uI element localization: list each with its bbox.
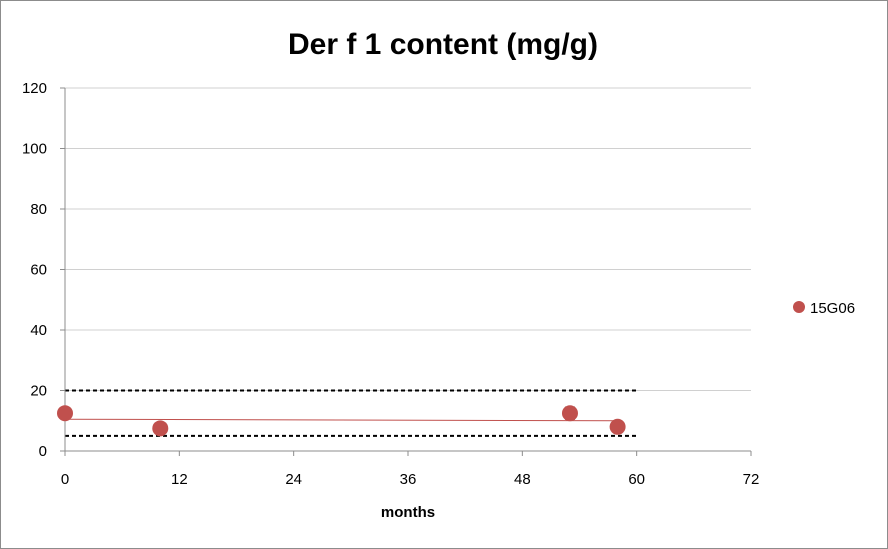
axes [60, 87, 752, 456]
y-tick-label-80: 80 [30, 201, 47, 218]
x-tick-label-24: 24 [285, 471, 302, 488]
x-axis-label: months [381, 504, 435, 521]
series-15G06 [57, 405, 626, 437]
legend-label: 15G06 [810, 300, 855, 317]
data-point-3 [609, 418, 626, 435]
y-tick-label-100: 100 [22, 141, 47, 158]
x-tick-label-72: 72 [743, 471, 760, 488]
reference-lines [65, 389, 637, 437]
x-tick-label-60: 60 [628, 471, 645, 488]
chart-title: Der f 1 content (mg/g) [288, 28, 598, 61]
x-tick-label-12: 12 [171, 471, 188, 488]
x-tick-label-48: 48 [514, 471, 531, 488]
y-tick-label-120: 120 [22, 80, 47, 97]
data-point-1 [152, 420, 169, 437]
gridlines [65, 87, 751, 391]
y-tick-label-0: 0 [39, 443, 47, 460]
y-tick-label-20: 20 [30, 383, 47, 400]
data-point-2 [561, 405, 578, 422]
x-tick-label-0: 0 [61, 471, 69, 488]
y-tick-label-40: 40 [30, 322, 47, 339]
trendline [64, 418, 618, 422]
tick-labels: 0 20 40 60 80 100 120 0 12 24 36 48 60 72 [22, 80, 759, 488]
y-tick-label-60: 60 [30, 262, 47, 279]
data-point-0 [57, 405, 73, 422]
x-tick-label-36: 36 [400, 471, 417, 488]
legend-marker [793, 301, 805, 313]
legend: 15G06 [793, 300, 855, 317]
